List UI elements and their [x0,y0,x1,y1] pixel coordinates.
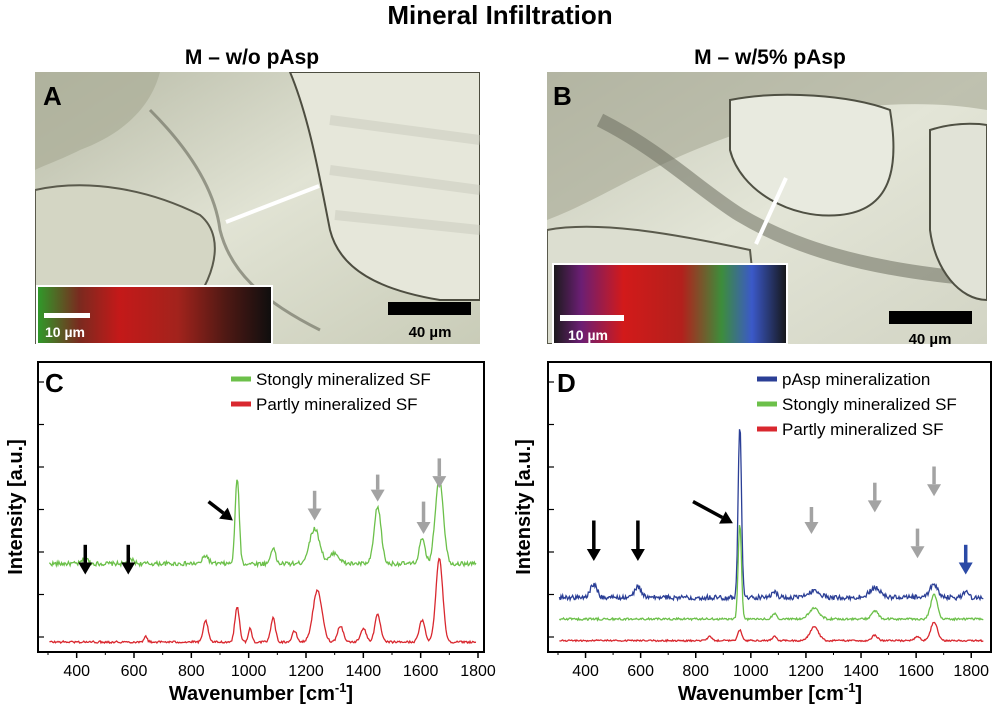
plot-area-c [37,361,485,653]
arrow-c-6 [432,458,447,489]
x-tick-label-c-1600: 1600 [403,663,439,680]
svg-text:10 µm: 10 µm [568,327,608,343]
xlabel-d: Wavenumber [cm-1] [678,680,862,705]
arrow-c-3 [307,490,322,521]
arrow-c-1 [121,544,136,575]
scan-line-a [225,184,320,224]
arrow-d-6 [927,466,942,497]
legend-d: pAsp mineralization Stongly mineralized … [757,370,957,439]
x-tick-label-c-1000: 1000 [231,663,267,680]
arrow-c-5 [416,501,431,534]
x-tick-label-c-600: 600 [121,663,148,680]
legend-c-label-1: Partly mineralized SF [256,395,418,414]
x-tick-label-c-400: 400 [63,663,90,680]
scale-bar-b [889,311,972,324]
scale-bar-a [388,302,471,315]
ylabel-c: Intensity [a.u.] [5,439,27,575]
x-tick-label-d-600: 600 [627,663,654,680]
ylabel-d: Intensity [a.u.] [513,439,535,575]
x-tick-label-d-800: 800 [682,663,709,680]
x-tick-label-c-1200: 1200 [288,663,324,680]
scale-bar-a-label: 40 µm [409,324,452,341]
x-tick-label-d-1200: 1200 [788,663,824,680]
x-tick-label-d-1600: 1600 [898,663,934,680]
inset-b: 10 µm [552,263,788,345]
spectrum-chart-c: C 400 600 800 1000 1200 1400 1600 1800 Stongly … [5,361,496,705]
x-tick-label-d-1400: 1400 [843,663,879,680]
series-d-1 [558,525,984,622]
arrow-c-4 [370,474,385,502]
legend-d-label-0: pAsp mineralization [782,370,930,389]
panel-c-letter: C [45,368,64,398]
series-c-0 [48,478,477,569]
x-tick-label-d-1000: 1000 [733,663,769,680]
arrow-d-3 [804,507,819,534]
x-tick-label-d-400: 400 [572,663,599,680]
legend-c: Stongly mineralized SF Partly mineralize… [231,370,431,414]
legend-d-label-1: Stongly mineralized SF [782,395,957,414]
svg-text:10 µm: 10 µm [45,324,85,340]
x-tick-label-c-800: 800 [178,663,205,680]
left-condition-label: M – w/o pAsp [185,46,319,69]
series-d-2 [559,621,984,643]
legend-d-label-2: Partly mineralized SF [782,420,944,439]
spectrum-chart-d: D 400 600 800 1000 1200 1400 1600 1800 pAsp min… [513,361,992,705]
arrow-c-0 [78,544,93,575]
scan-line-b [754,177,788,245]
scale-bar-b-label: 40 µm [909,331,952,348]
right-condition-label: M – w/5% pAsp [694,46,846,69]
series-c-1 [49,557,477,645]
x-tick-label-c-1400: 1400 [346,663,382,680]
arrow-d-4 [867,482,882,513]
x-tick-label-c-1800: 1800 [460,663,496,680]
panel-a-letter: A [43,81,62,111]
xlabel-c: Wavenumber [cm-1] [169,680,353,705]
arrow-d-7 [958,544,973,575]
panel-d-letter: D [557,368,576,398]
arrow-d-5 [910,528,925,559]
figure-title: Mineral Infiltration [387,0,612,30]
plot-area-d [547,361,992,653]
arrow-d-2 [692,500,733,524]
arrow-d-1 [630,520,645,561]
arrow-d-0 [586,520,601,561]
legend-c-label-0: Stongly mineralized SF [256,370,431,389]
x-tick-label-d-1800: 1800 [953,663,989,680]
panel-b-letter: B [553,81,572,111]
inset-a: 10 µm [36,285,273,345]
arrow-c-2 [207,500,233,521]
series-d-0 [558,429,984,603]
